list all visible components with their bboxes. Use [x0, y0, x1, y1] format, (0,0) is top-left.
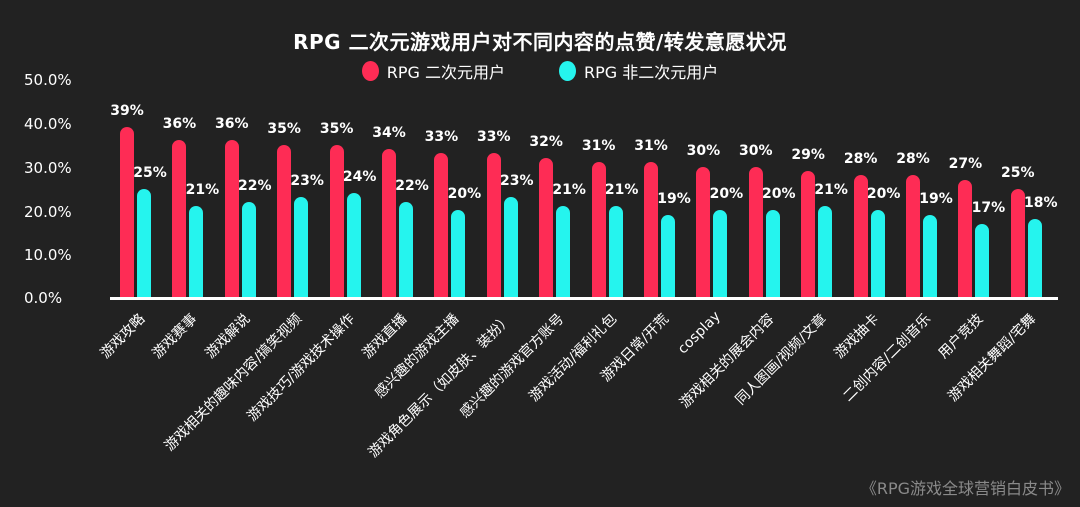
data-label: 24% — [342, 168, 377, 185]
legend-dot-cyan-icon — [559, 61, 576, 81]
data-label: 23% — [290, 173, 324, 190]
bar-acg-users — [277, 144, 292, 298]
bar-acg-users — [853, 175, 868, 298]
bar-acg-users — [801, 170, 816, 298]
bar-non-acg-users — [241, 201, 256, 298]
x-tick-label: 同人图画/视频/文章 — [732, 311, 830, 409]
bar-acg-users — [329, 144, 344, 298]
legend-dot-red-icon — [361, 61, 379, 81]
legend-label: RPG 二次元用户 — [386, 63, 505, 82]
bar-non-acg-users — [661, 214, 675, 298]
bar-non-acg-users — [765, 210, 780, 298]
bar-non-acg-users — [189, 206, 204, 298]
y-tick: 10.0% — [24, 246, 72, 264]
y-tick: 50.0% — [24, 71, 72, 89]
bar-acg-users — [434, 153, 449, 298]
chart-title: RPG 二次元游戏用户对不同内容的点赞/转发意愿状况 — [293, 30, 787, 54]
bar-acg-users — [224, 140, 239, 298]
data-label: 20% — [447, 186, 482, 203]
bar-non-acg-users — [818, 206, 833, 298]
data-label: 33% — [477, 129, 511, 146]
bar-acg-users — [591, 162, 606, 298]
y-tick: 40.0% — [24, 115, 72, 133]
data-label: 29% — [791, 146, 825, 163]
x-tick-label: 游戏攻略 — [97, 311, 149, 362]
y-axis: 50.0% 40.0% 30.0% 20.0% 10.0% 0.0% — [0, 0, 100, 507]
bar-non-acg-users — [399, 201, 413, 298]
x-tick-label: 游戏相关的展会内容 — [676, 311, 778, 412]
bar-non-acg-users — [137, 188, 151, 298]
data-label: 36% — [162, 116, 197, 133]
data-label: 36% — [215, 116, 249, 133]
data-label: 20% — [762, 186, 796, 203]
data-label: 17% — [971, 199, 1006, 216]
data-label: 31% — [634, 138, 668, 155]
bar-non-acg-users — [975, 223, 990, 298]
x-axis-line — [110, 297, 1058, 300]
x-tick-label: cosplay — [675, 308, 725, 358]
data-label: 31% — [581, 138, 616, 155]
data-label: 32% — [529, 133, 563, 150]
data-label: 35% — [267, 120, 301, 137]
bar-acg-users — [1010, 188, 1025, 298]
bar-acg-users — [644, 162, 658, 298]
data-label: 19% — [657, 190, 691, 207]
bar-non-acg-users — [556, 206, 571, 298]
data-label: 23% — [500, 173, 534, 190]
bar-non-acg-users — [294, 197, 309, 298]
bar-non-acg-users — [451, 210, 466, 298]
data-label: 22% — [238, 177, 272, 194]
bar-non-acg-users — [923, 214, 937, 298]
data-label: 18% — [1024, 195, 1058, 212]
data-label: 33% — [424, 129, 459, 146]
data-label: 35% — [319, 120, 354, 137]
bar-acg-users — [906, 175, 920, 298]
data-label: 21% — [814, 182, 848, 199]
bar-acg-users — [696, 166, 711, 298]
data-label: 30% — [739, 142, 773, 159]
data-label: 21% — [552, 182, 586, 199]
bar-non-acg-users — [346, 192, 361, 298]
bar-acg-users — [382, 149, 396, 298]
x-tick-label: 游戏赛事 — [149, 311, 201, 362]
bar-non-acg-users — [713, 210, 728, 298]
data-label: 25% — [133, 164, 167, 181]
data-label: 22% — [395, 177, 429, 194]
y-tick: 0.0% — [24, 289, 63, 307]
data-label: 20% — [709, 186, 744, 203]
bar-non-acg-users — [503, 197, 518, 298]
data-label: 25% — [1001, 164, 1035, 181]
data-label: 21% — [185, 182, 220, 199]
legend-item-acg-users: RPG 二次元用户 — [361, 59, 505, 83]
data-label: 28% — [896, 151, 930, 168]
bar-acg-users — [486, 153, 501, 298]
y-tick: 20.0% — [24, 203, 72, 221]
bar-non-acg-users — [870, 210, 885, 298]
data-label: 21% — [604, 182, 639, 199]
bar-acg-users — [172, 140, 187, 298]
legend: RPG 二次元用户 RPG 非二次元用户 — [0, 59, 1080, 83]
bar-acg-users — [958, 179, 973, 298]
data-label: 34% — [372, 125, 406, 142]
data-label: 20% — [866, 186, 901, 203]
bar-acg-users — [120, 127, 134, 298]
y-tick: 30.0% — [24, 159, 72, 177]
data-label: 39% — [110, 103, 144, 120]
bar-acg-users — [539, 157, 554, 298]
bar-acg-users — [748, 166, 763, 298]
data-label: 30% — [686, 142, 721, 159]
data-label: 28% — [843, 151, 878, 168]
bar-non-acg-users — [1027, 219, 1042, 298]
source-caption: 《RPG游戏全球营销白皮书》 — [860, 479, 1070, 498]
bar-non-acg-users — [608, 206, 623, 298]
legend-item-non-acg-users: RPG 非二次元用户 — [559, 59, 718, 83]
data-label: 27% — [948, 155, 983, 172]
data-label: 19% — [919, 190, 953, 207]
legend-label: RPG 非二次元用户 — [584, 63, 719, 82]
